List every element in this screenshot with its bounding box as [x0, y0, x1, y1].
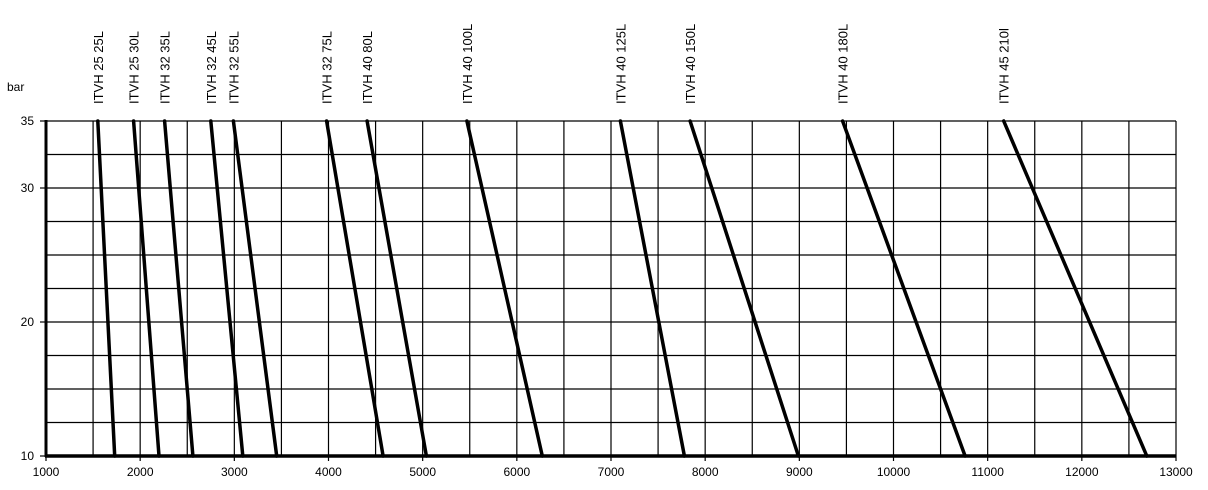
- series-line: [162, 119, 195, 458]
- series-label: ITVH 40 80L: [360, 31, 375, 104]
- series-line: [131, 119, 161, 458]
- x-tick-label: 10000: [877, 465, 911, 479]
- series-label: ITVH 32 75L: [320, 31, 335, 104]
- series-label: ITVH 25 25L: [91, 31, 106, 104]
- series-label: ITVH 25 30L: [127, 31, 142, 104]
- x-tick-label: 13000: [1159, 465, 1193, 479]
- series-line: [840, 119, 967, 458]
- series-line: [365, 119, 429, 458]
- series-line: [688, 119, 801, 458]
- series-line: [465, 119, 545, 458]
- x-tick-label: 8000: [692, 465, 719, 479]
- series-label: ITVH 32 45L: [204, 31, 219, 104]
- tick-labels: 1000 2000 3000 4000 5000 6000 7000 8000 9000 1000…: [21, 114, 1193, 479]
- series-label: ITVH 45 210l: [997, 28, 1012, 104]
- series-label: ITVH 40 180L: [836, 24, 851, 104]
- series-labels: ITVH 25 25L ITVH 25 30L ITVH 32 35L ITVH 32…: [91, 24, 1012, 104]
- series-line: [618, 119, 687, 458]
- series-line: [1001, 119, 1149, 458]
- x-tick-label: 5000: [409, 465, 436, 479]
- y-tick-label: 20: [21, 315, 35, 329]
- x-tick-label: 7000: [598, 465, 625, 479]
- x-tick-label: 1000: [33, 465, 60, 479]
- x-tick-label: 4000: [315, 465, 342, 479]
- series-label: ITVH 40 100L: [460, 24, 475, 104]
- series-line: [96, 119, 117, 458]
- x-tick-label: 9000: [786, 465, 813, 479]
- y-axis-label: bar: [7, 80, 24, 94]
- series-label: ITVH 32 35L: [158, 31, 173, 104]
- series-line: [324, 119, 385, 458]
- x-tick-label: 3000: [221, 465, 248, 479]
- series-label: ITVH 32 55L: [226, 31, 241, 104]
- series-line: [209, 119, 245, 458]
- series-line: [231, 119, 279, 458]
- x-tick-label: 12000: [1065, 465, 1099, 479]
- series-label: ITVH 40 125L: [613, 24, 628, 104]
- y-tick-label: 10: [21, 449, 35, 463]
- series-lines: [96, 119, 1149, 458]
- x-tick-label: 2000: [127, 465, 154, 479]
- y-tick-label: 30: [21, 181, 35, 195]
- x-tick-label: 6000: [503, 465, 530, 479]
- x-tick-label: 11000: [971, 465, 1004, 479]
- y-tick-label: 35: [21, 114, 35, 128]
- series-label: ITVH 40 150L: [683, 24, 698, 104]
- grid: [45, 120, 1177, 457]
